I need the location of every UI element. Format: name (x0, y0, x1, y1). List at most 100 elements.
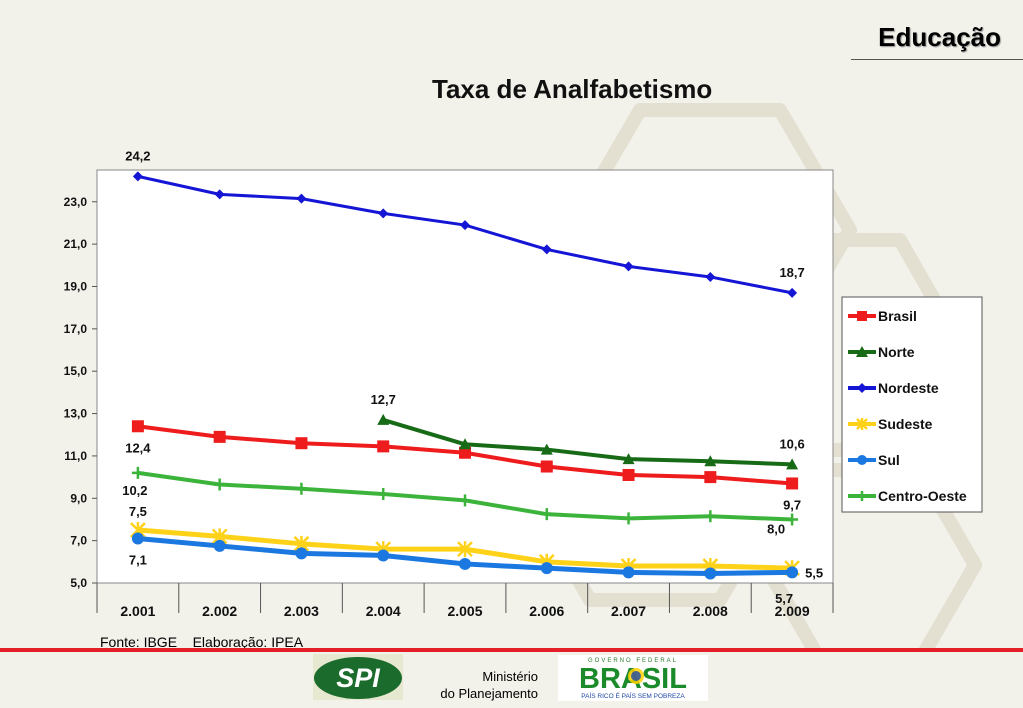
data-label: 12,4 (125, 440, 151, 455)
data-point (540, 508, 553, 521)
data-point (786, 513, 799, 526)
legend-label: Nordeste (878, 380, 939, 396)
legend-item: Nordeste (848, 380, 939, 396)
data-label-layer: 12,4 9,7 12,7 10,6 24,2 18,7 7,5 5,7 7,1 5,5 10,2 8… (122, 148, 823, 606)
data-point (857, 383, 867, 393)
data-point (296, 193, 307, 204)
y-tick-label: 17,0 (64, 322, 88, 336)
data-point (623, 261, 634, 272)
y-axis: 5,0 7,0 9,0 11,0 13,0 15,0 17,0 19,0 21,0 23,0 (64, 195, 97, 590)
x-tick-label: 2.002 (202, 603, 237, 619)
data-point (213, 478, 226, 491)
ministry-name: Ministério do Planejamento (410, 668, 538, 702)
data-point (786, 566, 799, 579)
data-point (295, 482, 308, 495)
data-point (540, 460, 553, 473)
data-point (857, 311, 867, 321)
data-point (295, 437, 308, 450)
data-point (377, 488, 390, 501)
legend-label: Centro-Oeste (878, 488, 967, 504)
x-tick-label: 2.009 (775, 603, 810, 619)
data-point (787, 287, 798, 298)
data-label: 10,2 (122, 483, 147, 498)
data-point (132, 171, 143, 182)
footer-red-rule (0, 648, 1023, 652)
brasil-government-logo: GOVERNO FEDERAL BRASIL PAÍS RICO É PAÍS … (558, 655, 708, 701)
x-tick-label: 2.004 (366, 603, 401, 619)
legend: Brasil Norte Nordeste Sudeste Sul Centro-Oest… (841, 296, 983, 513)
series-line (382, 418, 793, 467)
data-point (377, 549, 390, 562)
data-point (295, 547, 308, 560)
y-tick-label: 15,0 (64, 364, 88, 378)
y-tick-label: 13,0 (64, 407, 88, 421)
data-point (213, 430, 226, 443)
legend-label: Brasil (878, 308, 917, 324)
data-point (377, 440, 390, 453)
x-tick-label: 2.008 (693, 603, 728, 619)
data-point (541, 244, 552, 255)
data-label: 24,2 (125, 148, 150, 163)
y-tick-label: 7,0 (70, 534, 87, 548)
data-point (857, 491, 867, 501)
ministry-line-1: Ministério (482, 669, 538, 684)
data-label: 5,7 (775, 591, 793, 606)
data-point (704, 510, 717, 523)
data-point (457, 541, 473, 558)
data-label: 7,1 (129, 553, 147, 568)
data-point (856, 346, 868, 357)
spi-logo: SPI (313, 654, 403, 700)
data-point (704, 567, 717, 580)
legend-box (841, 296, 983, 513)
y-tick-label: 11,0 (64, 449, 87, 463)
data-label: 10,6 (779, 436, 804, 451)
section-title-underline (851, 59, 1023, 60)
data-point (540, 562, 553, 575)
data-point (622, 566, 635, 579)
data-point (213, 539, 226, 552)
data-point (131, 466, 144, 479)
data-point (540, 443, 553, 455)
data-point (459, 446, 471, 459)
x-tick-label: 2.001 (120, 603, 155, 619)
data-label: 8,0 (767, 521, 785, 536)
legend-item: Norte (848, 344, 915, 360)
data-point (459, 557, 471, 570)
data-point (704, 455, 717, 467)
chart-title: Taxa de Analfabetismo (432, 74, 713, 104)
legend-label: Sudeste (878, 416, 933, 432)
data-point (377, 413, 390, 425)
legend-item: Sul (848, 452, 900, 468)
legend-item: Brasil (848, 308, 917, 324)
x-tick-label: 2.003 (284, 603, 319, 619)
data-point (622, 512, 635, 525)
data-point (131, 420, 144, 433)
series-sul (131, 532, 799, 580)
data-point (857, 455, 867, 465)
data-label: 9,7 (783, 497, 801, 512)
data-label: 12,7 (371, 392, 396, 407)
data-point (378, 208, 389, 219)
data-label: 5,5 (805, 565, 823, 580)
data-point (786, 458, 799, 470)
x-tick-label: 2.005 (447, 603, 482, 619)
section-title: Educação (878, 22, 1001, 52)
data-point (459, 494, 471, 507)
y-tick-label: 19,0 (64, 279, 88, 293)
data-point (705, 271, 716, 282)
data-point (856, 418, 868, 430)
brasil-logo-tagline: PAÍS RICO É PAÍS SEM POBREZA (581, 691, 685, 700)
spi-logo-text: SPI (336, 663, 380, 693)
legend-label: Sul (878, 452, 900, 468)
series-centro-oeste (131, 466, 799, 526)
source-note: Fonte: IBGE Elaboração: IPEA (100, 634, 304, 650)
legend-item: Centro-Oeste (848, 488, 967, 504)
data-point (214, 189, 225, 200)
y-tick-label: 9,0 (70, 491, 87, 505)
plot-area (96, 169, 834, 584)
legend-item: Sudeste (848, 416, 933, 432)
series-norte (377, 413, 799, 470)
data-point (460, 220, 470, 231)
data-point (459, 438, 471, 450)
